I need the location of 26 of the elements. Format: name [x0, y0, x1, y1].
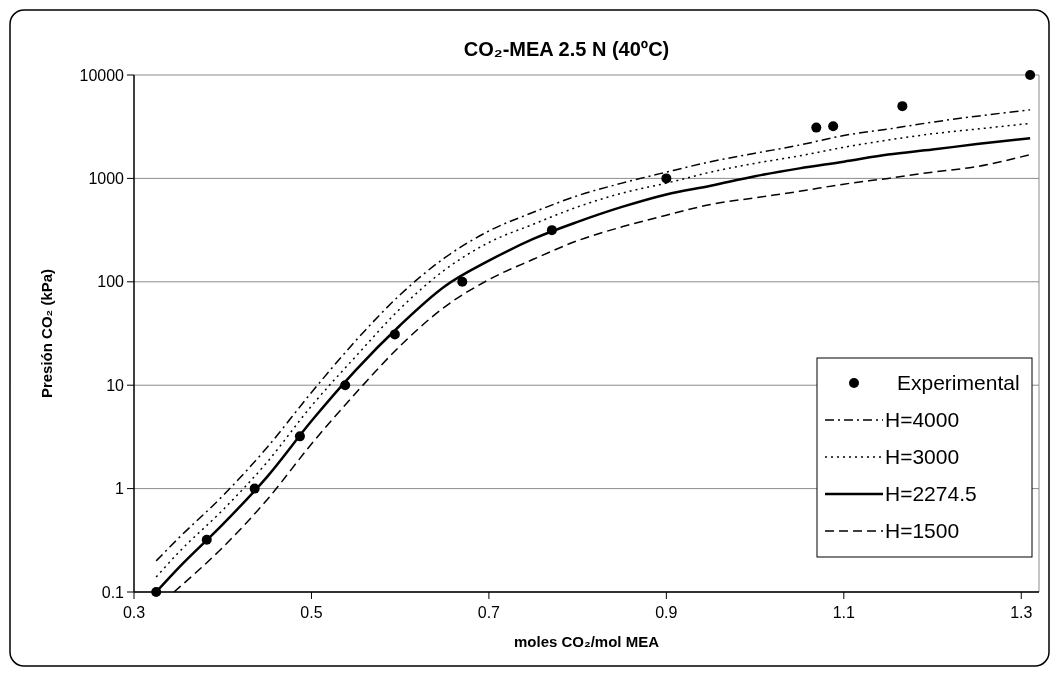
legend-label: Experimental: [897, 371, 1020, 395]
legend-label: H=3000: [885, 445, 960, 469]
x-tick-label: 0.9: [655, 604, 678, 621]
x-tick-label: 1.3: [1010, 604, 1033, 621]
y-tick-label: 100: [97, 273, 125, 291]
y-axis-title: Presión CO₂ (kPa): [38, 268, 55, 399]
y-tick-label: 10000: [79, 66, 125, 84]
point: [811, 122, 822, 133]
x-tick-label: 0.5: [300, 604, 323, 621]
legend-label: H=1500: [885, 519, 960, 543]
point: [897, 101, 908, 112]
x-tick-label: 0.3: [122, 604, 146, 621]
legend-label: H=2274.5: [885, 482, 977, 506]
y-tick-label: 10: [106, 376, 125, 394]
x-tick-label: 1.1: [832, 604, 856, 621]
y-tick-label: 0.1: [101, 583, 125, 601]
chart-title: CO₂-MEA 2.5 N (40ºC): [463, 38, 670, 60]
y-tick-label: 1000: [88, 170, 125, 187]
point: [661, 173, 672, 184]
legend-label: H=4000: [885, 408, 960, 432]
point: [457, 276, 468, 287]
x-tick-label: 0.7: [477, 604, 501, 621]
point: [828, 121, 839, 132]
y-tick-label: 1: [115, 480, 125, 498]
x-axis-title: moles CO₂/mol MEA: [513, 633, 660, 650]
point: [1025, 70, 1036, 80]
